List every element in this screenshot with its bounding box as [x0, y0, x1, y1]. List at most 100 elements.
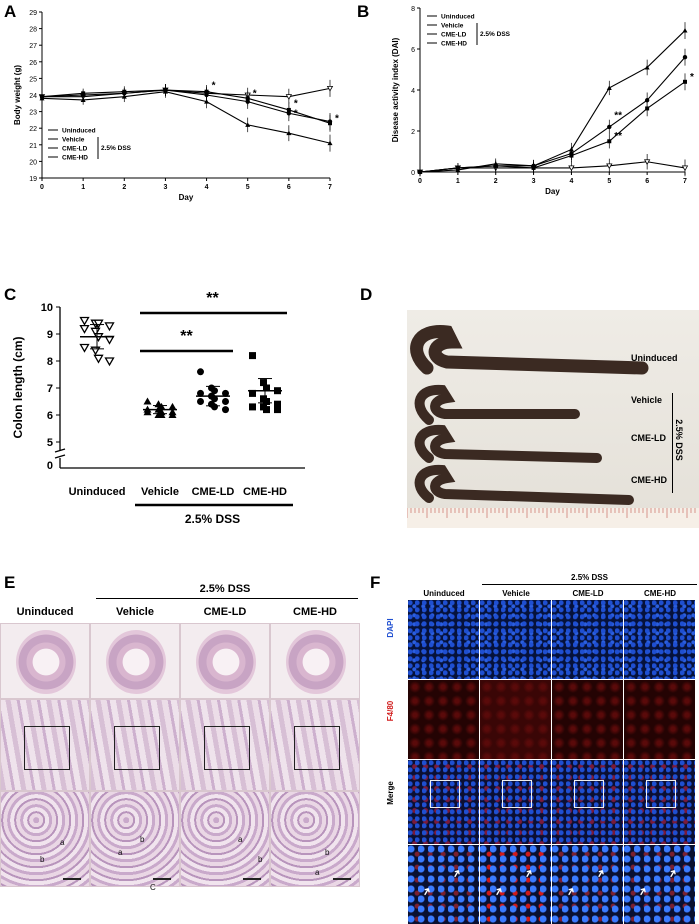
x-tick-label: 7: [328, 184, 332, 191]
y-tick-label: 22: [29, 126, 37, 133]
fluor-tile-r0-c0: [408, 600, 479, 679]
sig-label-hd: **: [206, 290, 219, 307]
x-tick-label: 6: [287, 184, 291, 191]
y-tick-label: 9: [47, 329, 53, 341]
series-line-cme-ld: [41, 89, 331, 123]
data-point: [245, 96, 250, 101]
legend-label: CME-LD: [62, 146, 88, 153]
data-point: [197, 389, 204, 397]
y-tick-label: 25: [29, 76, 37, 83]
x-tick-label: 1: [456, 178, 460, 185]
significance-star: *: [212, 80, 216, 91]
data-point: [197, 398, 204, 405]
x-axis-label: Day: [179, 193, 194, 202]
histology-annotation: b: [258, 855, 263, 864]
axis-break: [54, 454, 66, 459]
fluor-tile-r0-c1: [480, 600, 551, 679]
fluor-tile-r1-c0: [408, 680, 479, 759]
data-point: [197, 368, 204, 376]
x-tick-label: 6: [645, 178, 649, 185]
data-point: [327, 140, 333, 146]
zoom-box: [574, 780, 604, 808]
significance-star: **: [614, 131, 622, 142]
tissue-cross-section: [196, 630, 256, 694]
fluorescence-grid: ➜ ➜ ➜ ➜ ➜ ➜ ➜ ➜: [408, 600, 698, 924]
fluor-tile-r0-c2: [552, 600, 623, 679]
data-point: [163, 88, 168, 93]
category-label-cme-ld: CME-LD: [192, 486, 235, 498]
y-tick-label: 26: [29, 60, 37, 67]
fluor-tile-r2-c2: [552, 760, 623, 844]
arrow-icon: ➜: [593, 866, 609, 881]
fluor-tile-r2-c3: [624, 760, 695, 844]
data-point: [249, 352, 256, 360]
ruler-ticks: [407, 508, 696, 518]
y-tick-label: 0: [411, 170, 415, 177]
panel-f: F 2.5% DSS Uninduced Vehicle CME-LD CME-…: [368, 573, 699, 924]
data-point: [143, 408, 152, 416]
zoom-box: [502, 780, 532, 808]
he-tile-r2-c0: [0, 791, 90, 887]
arrow-icon: ➜: [491, 884, 507, 899]
y-tick-label: 6: [411, 47, 415, 54]
y-tick-label: 2: [411, 129, 415, 136]
data-point: [285, 94, 293, 100]
dai-chart: 0 2 4 6 8 0 1 2 3 4 5 6 7 Day Disease activity index (…: [391, 6, 694, 196]
zoom-box: [646, 780, 676, 808]
x-tick-label: 0: [40, 184, 44, 191]
panel-c: C 5 6 7 8 9 10 0 Colon length (cm) Uninduced Vehi…: [0, 285, 340, 535]
tissue-cross-section: [286, 630, 346, 694]
zoom-box: [24, 726, 70, 770]
he-tile-r0-c0: [0, 623, 90, 699]
data-point: [643, 159, 651, 166]
e-col-uninduced: Uninduced: [16, 606, 74, 618]
legend-label: Vehicle: [441, 23, 464, 30]
data-point: [263, 406, 270, 414]
data-point: [263, 398, 270, 405]
x-tick-label: 1: [81, 184, 85, 191]
f-row-f480: F4/80: [386, 700, 395, 722]
colon-length-chart: 5 6 7 8 9 10 0 Colon length (cm) Uninduced Vehicl…: [11, 290, 305, 526]
panel-b: B 0 2 4 6 8 0 1 2 3 4 5 6 7 Day Disease activity index…: [355, 0, 699, 215]
data-point: [168, 402, 177, 410]
category-label-uninduced: Uninduced: [69, 486, 126, 498]
significance-star: **: [614, 111, 622, 122]
data-point: [644, 98, 650, 103]
he-tile-r0-c3: [270, 623, 360, 699]
legend-bracket-label: 2.5% DSS: [101, 145, 132, 152]
histology-annotation: b: [325, 848, 330, 857]
data-point: [682, 28, 688, 33]
zoom-box: [430, 780, 460, 808]
data-point: [263, 384, 270, 392]
e-col-cme-ld: CME-LD: [203, 606, 247, 618]
arrow-icon: ➜: [563, 884, 579, 899]
data-point: [122, 89, 127, 94]
data-point: [249, 389, 256, 397]
scale-bar: [153, 878, 171, 880]
legend-label: CME-HD: [62, 155, 88, 162]
zoom-box: [204, 726, 250, 770]
y-tick-label: 4: [411, 88, 415, 95]
y-tick-label: 6: [47, 410, 53, 422]
f-dss-header: 2.5% DSS: [571, 573, 608, 582]
scale-bar: [243, 878, 261, 880]
fluor-tile-r1-c3: [624, 680, 695, 759]
legend-label: CME-HD: [441, 41, 467, 48]
arrow-icon: ➜: [419, 884, 435, 899]
y-axis-label: Body weight (g): [13, 65, 22, 125]
ruler: [407, 508, 699, 528]
histology-annotation: a: [238, 835, 243, 844]
fluor-tile-r3-c2: ➜ ➜: [552, 845, 623, 924]
data-point: [79, 324, 90, 334]
panel-label-c: C: [4, 285, 17, 304]
data-point: [607, 124, 612, 130]
x-tick-label: 5: [246, 184, 250, 191]
y-tick-label: 23: [29, 110, 37, 117]
significance-star: *: [294, 99, 298, 110]
sig-label-ld: **: [180, 328, 193, 345]
data-point: [645, 106, 650, 111]
category-label-vehicle: Vehicle: [141, 486, 179, 498]
x-tick-label: 3: [532, 178, 536, 185]
